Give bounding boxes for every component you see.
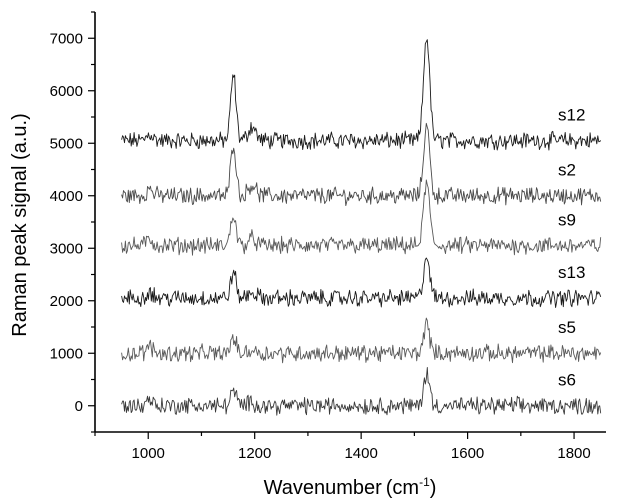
x-axis-title: Wavenumber (cm-1) [264,475,437,499]
series-line-s12 [121,39,602,151]
y-axis-title: Raman peak signal (a.u.) [9,113,31,336]
series-label-s13: s13 [558,263,585,282]
x-tick-label: 1800 [557,445,590,462]
x-tick-label: 1000 [132,445,165,462]
y-tick-label: 7000 [50,30,83,47]
y-tick-label: 3000 [50,240,83,257]
x-tick-label: 1400 [344,445,377,462]
series-label-s2: s2 [558,161,576,180]
series-label-s6: s6 [558,371,576,390]
y-tick-label: 5000 [50,135,83,152]
series-label-s9: s9 [558,210,576,229]
y-tick-label: 2000 [50,293,83,310]
series-line-s9 [121,179,602,256]
y-tick-label: 6000 [50,83,83,100]
y-tick-label: 4000 [50,188,83,205]
series-line-s5 [121,317,602,364]
series-group: s12 s2 s9 s13 s5 s6 [121,39,602,416]
series-line-s2 [121,122,602,207]
series-line-s6 [121,367,602,416]
axes-group: 1000 1200 1400 1600 1800 0 1000 2000 3000 4000 500… [50,11,606,462]
x-tick-label: 1200 [238,445,271,462]
y-tick-label: 1000 [50,345,83,362]
series-label-s12: s12 [558,105,585,124]
y-tick-label: 0 [75,398,83,415]
series-line-s13 [121,257,602,308]
x-tick-label: 1600 [451,445,484,462]
series-label-s5: s5 [558,318,576,337]
